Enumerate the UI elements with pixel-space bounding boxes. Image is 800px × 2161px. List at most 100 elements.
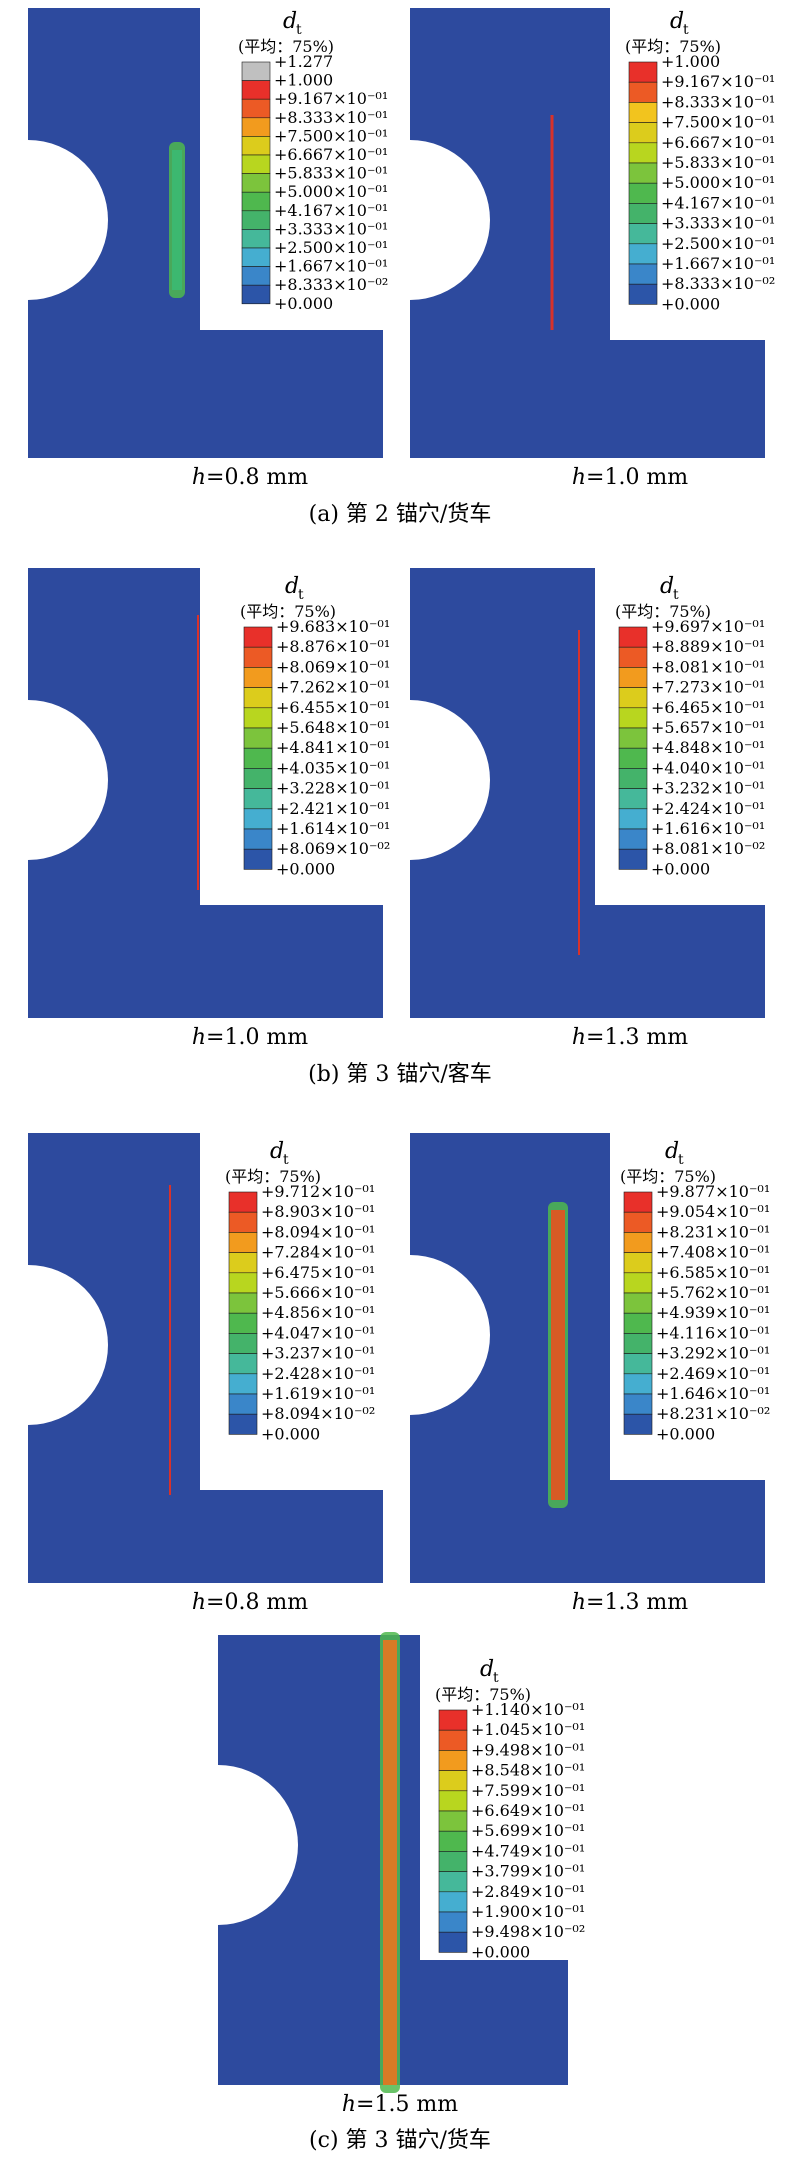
legend-value: +5.000×10⁻⁰¹ bbox=[274, 182, 388, 201]
legend: dt(平均：75%)+1.140×10⁻⁰¹+1.045×10⁻⁰¹+9.498… bbox=[435, 1657, 585, 1961]
legend-swatch bbox=[241, 98, 271, 119]
legend-value: +4.167×10⁻⁰¹ bbox=[274, 201, 388, 220]
legend-value: +0.000 bbox=[471, 1942, 530, 1961]
legend-swatch bbox=[628, 81, 658, 103]
legend-swatch bbox=[228, 1211, 258, 1233]
legend-value: +4.040×10⁻⁰¹ bbox=[651, 758, 765, 777]
legend-swatch bbox=[241, 154, 271, 174]
caption-c: (c) 第 3 锚穴/货车 bbox=[309, 2128, 491, 2153]
legend-value: +8.889×10⁻⁰¹ bbox=[651, 637, 765, 656]
legend-swatch bbox=[228, 1312, 258, 1334]
legend-swatch bbox=[241, 266, 271, 286]
legend-swatch bbox=[618, 808, 648, 830]
legend-swatch bbox=[628, 122, 658, 144]
legend-average: (平均：75%) bbox=[240, 602, 336, 621]
legend-title: d bbox=[480, 1657, 494, 1682]
legend-swatch bbox=[618, 667, 648, 688]
legend-swatch bbox=[618, 687, 648, 709]
legend-swatch bbox=[628, 142, 658, 164]
damage-crack bbox=[172, 150, 182, 290]
legend-value: +0.000 bbox=[656, 1424, 715, 1443]
legend-value: +8.069×10⁻⁰¹ bbox=[276, 657, 390, 676]
legend-value: +5.833×10⁻⁰¹ bbox=[274, 164, 388, 183]
legend-value: +4.939×10⁻⁰¹ bbox=[656, 1303, 770, 1322]
damage-crack bbox=[551, 1210, 565, 1500]
legend-swatch bbox=[623, 1373, 653, 1395]
legend-swatch bbox=[228, 1353, 258, 1375]
legend-subscript: t bbox=[673, 587, 679, 603]
legend: dt(平均：75%)+9.877×10⁻⁰¹+9.054×10⁻⁰¹+8.231… bbox=[620, 1139, 770, 1443]
legend-value: +0.000 bbox=[261, 1424, 320, 1443]
damage-crack bbox=[169, 1185, 171, 1495]
legend-value: +3.333×10⁻⁰¹ bbox=[274, 219, 388, 238]
specimen-body bbox=[410, 1133, 765, 1583]
legend-swatch bbox=[618, 646, 648, 668]
legend-swatch bbox=[628, 283, 658, 305]
legend-swatch bbox=[438, 1851, 468, 1872]
legend-value: +2.424×10⁻⁰¹ bbox=[651, 799, 765, 818]
legend-value: +7.500×10⁻⁰¹ bbox=[274, 126, 388, 145]
legend: dt(平均：75%)+1.000+9.167×10⁻⁰¹+8.333×10⁻⁰¹… bbox=[625, 9, 775, 313]
legend-value: +2.500×10⁻⁰¹ bbox=[661, 234, 775, 253]
legend-value: +8.231×10⁻⁰² bbox=[656, 1404, 770, 1423]
legend-value: +8.081×10⁻⁰² bbox=[651, 839, 765, 858]
legend-average: (平均：75%) bbox=[238, 37, 334, 56]
legend-swatch bbox=[241, 210, 271, 230]
legend-average: (平均：75%) bbox=[625, 37, 721, 56]
specimen-body bbox=[28, 568, 383, 1018]
legend-swatch bbox=[228, 1252, 258, 1274]
legend-swatch bbox=[438, 1770, 468, 1792]
legend-swatch bbox=[241, 136, 271, 156]
legend-value: +8.231×10⁻⁰¹ bbox=[656, 1222, 770, 1241]
legend-subscript: t bbox=[296, 22, 302, 38]
legend-value: +8.548×10⁻⁰¹ bbox=[471, 1761, 585, 1780]
legend-swatch bbox=[628, 223, 658, 245]
h-label: h=1.5 mm bbox=[341, 2092, 459, 2117]
legend-title: d bbox=[283, 9, 297, 34]
legend-swatch bbox=[243, 848, 273, 870]
legend-subscript: t bbox=[283, 1152, 289, 1168]
contour-panel: dt(平均：75%)+1.000+9.167×10⁻⁰¹+8.333×10⁻⁰¹… bbox=[410, 8, 775, 458]
legend-subscript: t bbox=[678, 1152, 684, 1168]
legend-swatch bbox=[243, 646, 273, 668]
legend-value: +9.054×10⁻⁰¹ bbox=[656, 1202, 770, 1221]
legend-value: +7.273×10⁻⁰¹ bbox=[651, 678, 765, 697]
legend-value: +9.877×10⁻⁰¹ bbox=[656, 1182, 770, 1201]
legend-value: +8.081×10⁻⁰¹ bbox=[651, 657, 765, 676]
legend-value: +5.699×10⁻⁰¹ bbox=[471, 1821, 585, 1840]
contour-panel: dt(平均：75%)+1.140×10⁻⁰¹+1.045×10⁻⁰¹+9.498… bbox=[218, 1632, 585, 2093]
anchor-hole bbox=[28, 700, 108, 860]
legend-value: +1.646×10⁻⁰¹ bbox=[656, 1384, 770, 1403]
legend-value: +1.277 bbox=[274, 52, 333, 71]
legend-value: +9.683×10⁻⁰¹ bbox=[276, 617, 390, 636]
legend-value: +8.333×10⁻⁰¹ bbox=[274, 108, 388, 127]
contour-panel: dt(平均：75%)+9.712×10⁻⁰¹+8.903×10⁻⁰¹+8.094… bbox=[28, 1133, 383, 1583]
legend-swatch bbox=[623, 1312, 653, 1334]
legend-swatch bbox=[243, 667, 273, 688]
legend-swatch bbox=[241, 61, 271, 81]
legend-value: +1.619×10⁻⁰¹ bbox=[261, 1384, 375, 1403]
legend-swatch bbox=[628, 263, 658, 285]
legend-swatch bbox=[623, 1252, 653, 1274]
legend-swatch bbox=[228, 1333, 258, 1354]
legend-swatch bbox=[438, 1911, 468, 1933]
h-label: h=1.3 mm bbox=[571, 1590, 689, 1615]
legend-swatch bbox=[243, 747, 273, 769]
legend-swatch bbox=[438, 1810, 468, 1832]
contour-panel: dt(平均：75%)+1.277+1.000+9.167×10⁻⁰¹+8.333… bbox=[28, 8, 388, 458]
legend-swatch bbox=[623, 1191, 653, 1213]
legend-swatch bbox=[241, 247, 271, 267]
legend-value: +5.666×10⁻⁰¹ bbox=[261, 1283, 375, 1302]
legend-title: d bbox=[665, 1139, 679, 1164]
legend-value: +4.167×10⁻⁰¹ bbox=[661, 193, 775, 212]
legend-value: +7.408×10⁻⁰¹ bbox=[656, 1243, 770, 1262]
legend-value: +2.469×10⁻⁰¹ bbox=[656, 1364, 770, 1383]
legend-value: +7.500×10⁻⁰¹ bbox=[661, 113, 775, 132]
legend-value: +4.047×10⁻⁰¹ bbox=[261, 1323, 375, 1342]
legend-value: +6.649×10⁻⁰¹ bbox=[471, 1801, 585, 1820]
legend-swatch bbox=[228, 1413, 258, 1435]
legend-swatch bbox=[618, 788, 648, 810]
caption-a: (a) 第 2 锚穴/货车 bbox=[308, 502, 492, 527]
legend-value: +1.000 bbox=[661, 52, 720, 71]
